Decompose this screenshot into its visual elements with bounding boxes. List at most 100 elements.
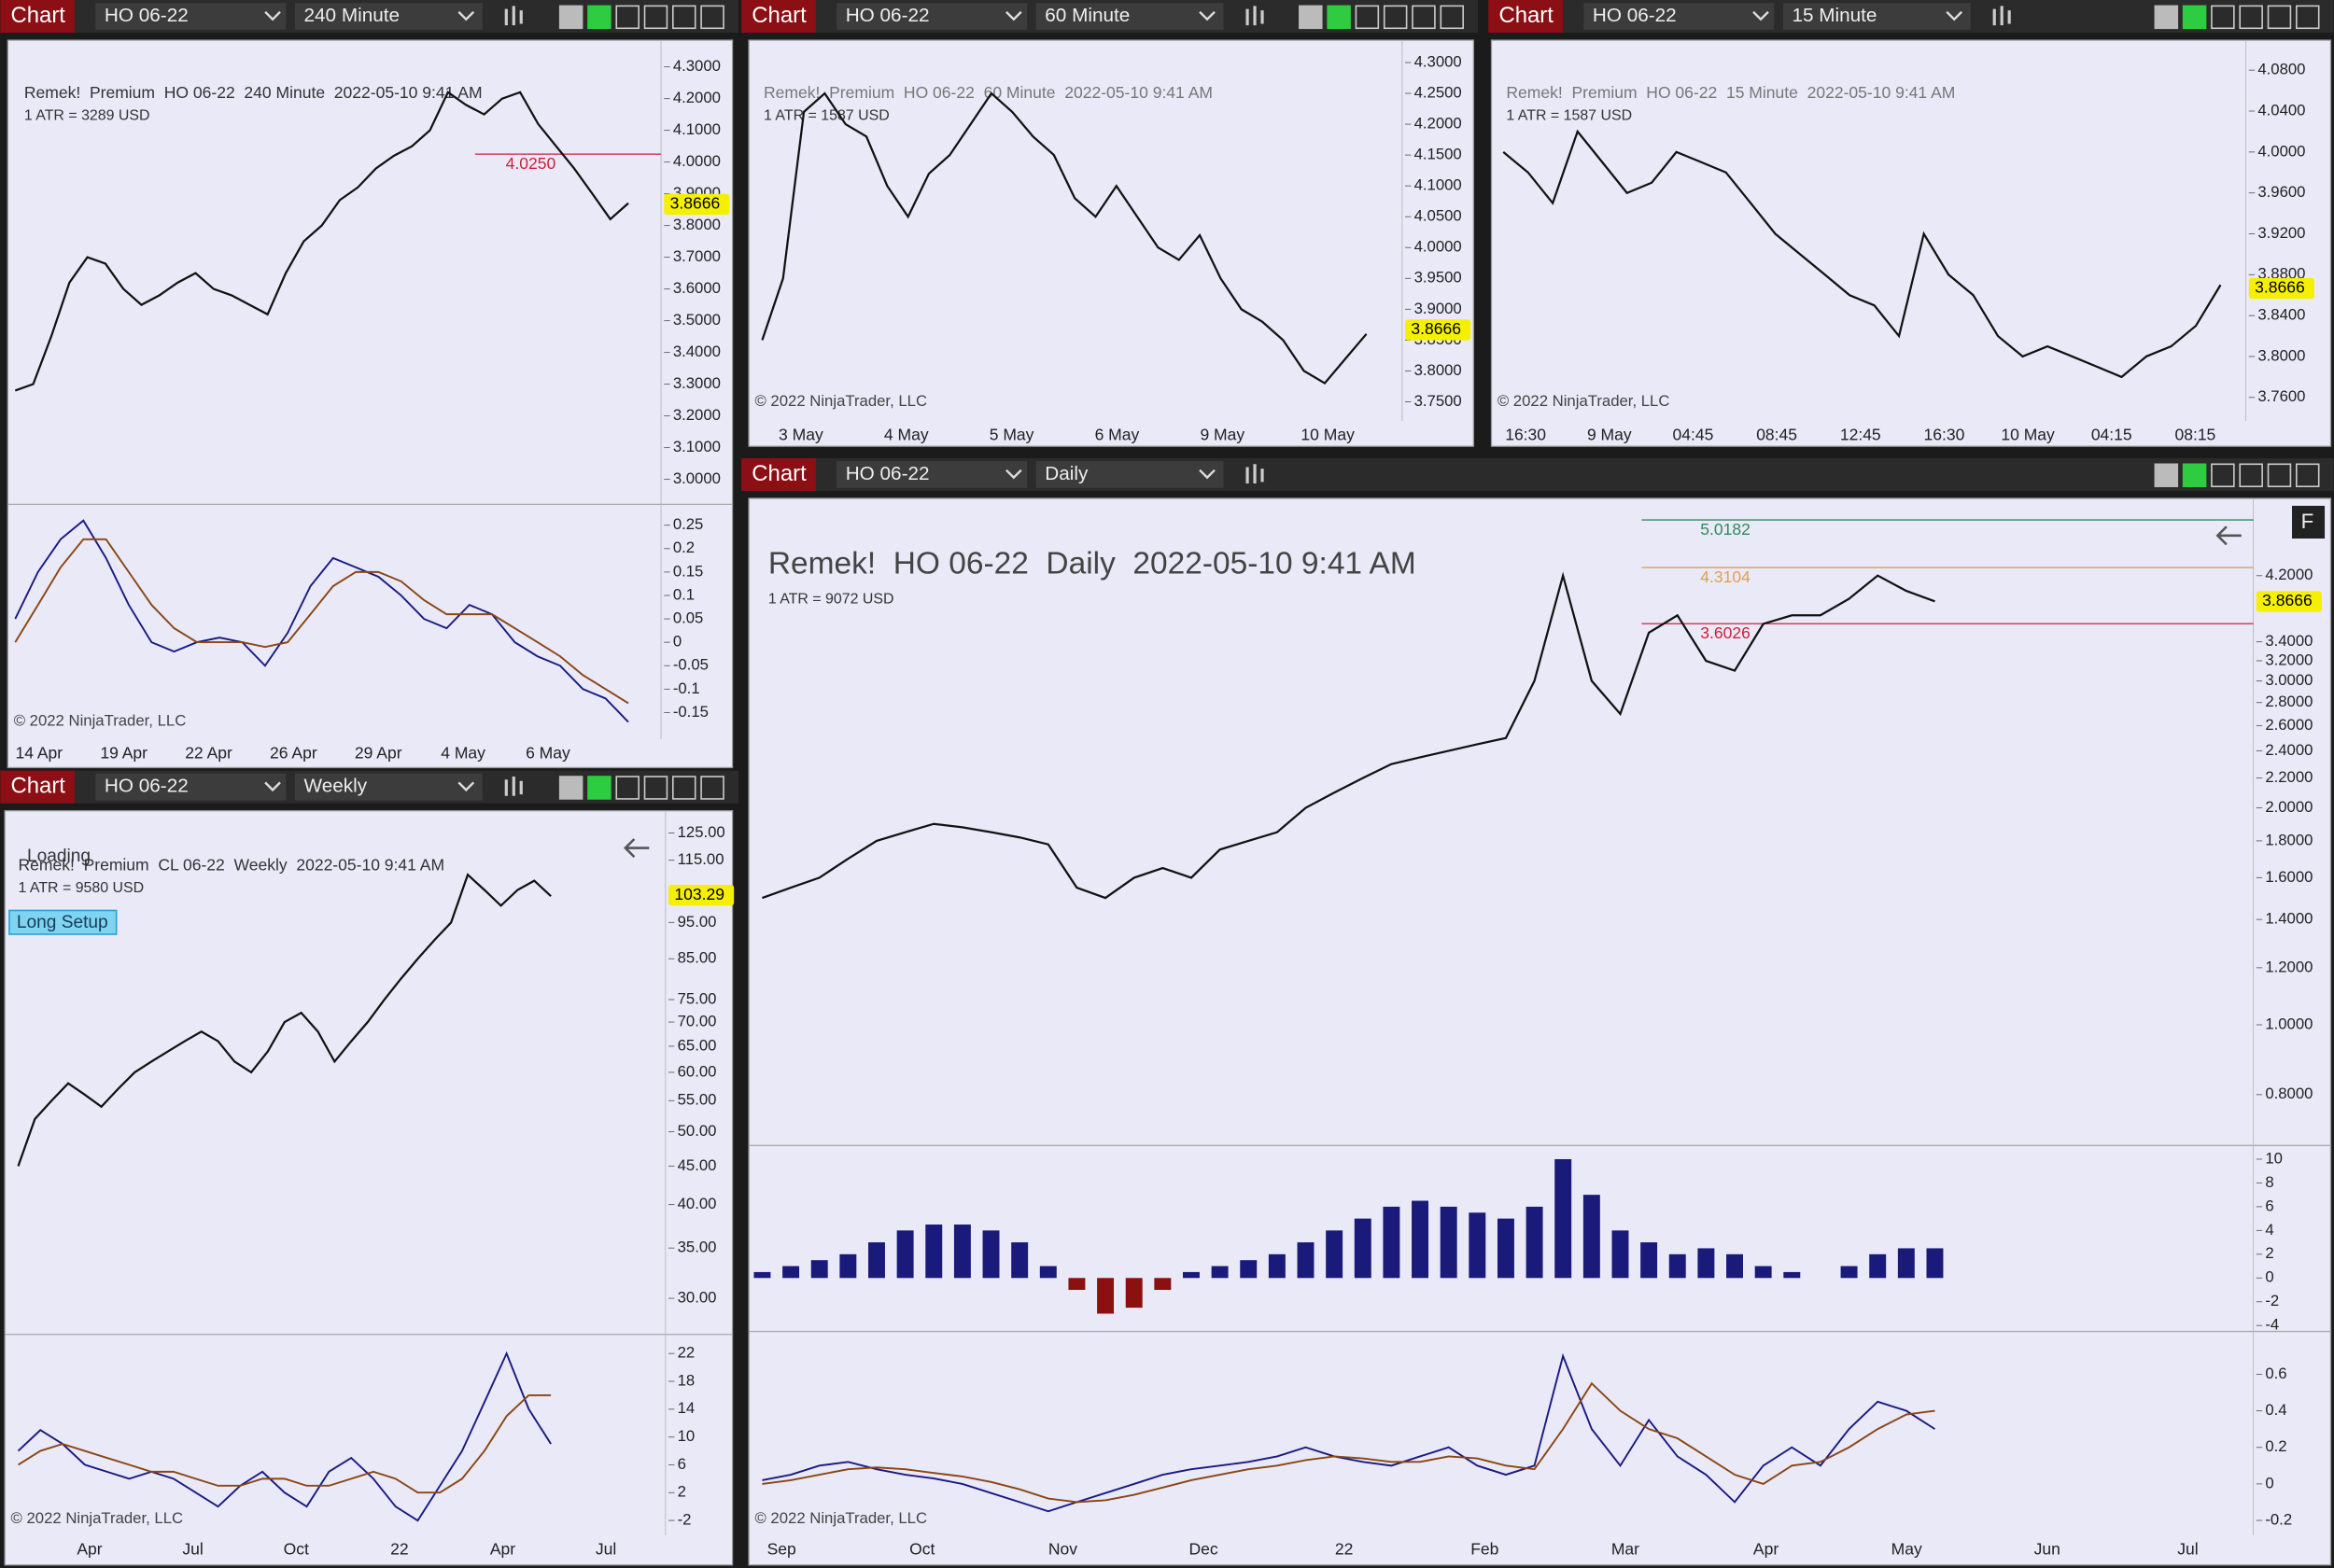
x-tick-label: 16:30 [1924, 426, 1965, 444]
close-button[interactable] [2295, 5, 2320, 30]
oscillator-line [762, 1381, 1935, 1504]
hist-bar [753, 1271, 771, 1279]
hist-bar [868, 1242, 885, 1279]
y-tick-label: 2.6000 [2265, 716, 2313, 734]
hist-bar [1726, 1253, 1743, 1279]
y-tick-label: 4.2000 [673, 89, 721, 106]
interval-label: 240 Minute [304, 5, 401, 26]
x-tick-label: 5 May [990, 426, 1034, 444]
y-tick-label: 60.00 [678, 1062, 717, 1080]
close-button[interactable] [2295, 463, 2320, 488]
interval-dropdown[interactable] [294, 3, 483, 30]
y-tick-label: 3.1000 [673, 438, 721, 455]
price-marker [664, 193, 730, 216]
hist-bar [1554, 1158, 1572, 1279]
y-tick-label: 75.00 [678, 989, 717, 1007]
window-button[interactable] [2267, 463, 2292, 488]
chevron [457, 781, 475, 792]
setup-badge-label: Long Setup [17, 913, 108, 932]
y-tick-label: 3.9000 [1414, 300, 1462, 317]
hist-bar [1526, 1206, 1543, 1279]
window-button[interactable] [1327, 5, 1351, 30]
window-button[interactable] [2182, 463, 2207, 488]
y-tick-label: 0.6 [2265, 1365, 2286, 1382]
hist-bar [982, 1230, 1000, 1279]
y-tick-label: 1.2000 [2265, 958, 2313, 975]
y-tick-label: 2.8000 [2265, 693, 2313, 710]
back-arrow[interactable] [2215, 525, 2242, 546]
window-button[interactable] [2239, 463, 2263, 488]
window-button[interactable] [2239, 5, 2263, 30]
atr-label: 1 ATR = 3289 USD [24, 108, 150, 124]
f-button[interactable] [2292, 505, 2326, 539]
window-button[interactable] [558, 776, 584, 800]
close-button[interactable] [700, 5, 724, 30]
hist-bar [1125, 1278, 1143, 1309]
window-button[interactable] [2211, 5, 2235, 30]
interval-dropdown[interactable] [1782, 3, 1971, 30]
window-button[interactable] [643, 5, 668, 30]
y-tick-label: 0 [2265, 1268, 2273, 1286]
y-tick-label: 4.2500 [1414, 83, 1462, 101]
y-tick-label: 3.0000 [673, 469, 721, 487]
window-button[interactable] [643, 776, 668, 800]
price-marker [668, 884, 735, 906]
window-button[interactable] [558, 5, 584, 30]
window-button[interactable] [2267, 5, 2292, 30]
window-button[interactable] [587, 5, 612, 30]
back-arrow[interactable] [624, 838, 650, 859]
window-button[interactable] [1299, 5, 1323, 30]
instrument-dropdown[interactable] [95, 3, 287, 30]
y-tick-label: 0.25 [673, 515, 704, 533]
hist-bar [1211, 1266, 1229, 1279]
instrument-dropdown[interactable] [837, 461, 1028, 488]
y-tick-label: 115.00 [678, 850, 724, 868]
window-button[interactable] [587, 776, 612, 800]
y-tick-label: 4.2000 [2265, 566, 2313, 583]
y-tick-label: 3.8000 [1414, 361, 1462, 379]
hist-bar [1697, 1248, 1715, 1279]
hist-bar [1268, 1253, 1286, 1279]
chart-frame [7, 39, 734, 769]
window-button[interactable] [615, 5, 640, 30]
window-button[interactable] [2154, 5, 2179, 30]
y-tick-label: 4 [2265, 1221, 2273, 1239]
window-button[interactable] [672, 5, 696, 30]
y-tick-label: 4.0800 [2257, 61, 2305, 78]
y-tick-label: 3.5000 [673, 311, 721, 329]
f-button-label: F [2301, 510, 2314, 533]
status-label: Loading [27, 847, 91, 866]
copyright: © 2022 NinjaTrader, LLC [14, 711, 187, 729]
hist-bar [1926, 1248, 1944, 1279]
close-button[interactable] [1440, 5, 1464, 30]
y-tick-label: 0.2 [673, 539, 695, 556]
y-tick-label: 10 [2265, 1149, 2283, 1167]
chart-title: Remek! Premium CL 06-22 Weekly 2022-05-1… [18, 855, 444, 874]
x-tick-label: 29 Apr [355, 744, 402, 763]
x-tick-label: Jun [2034, 1539, 2060, 1558]
y-tick-label: 3.0000 [2265, 671, 2313, 689]
instrument-dropdown[interactable] [837, 3, 1028, 30]
interval-dropdown[interactable] [1035, 461, 1224, 488]
oscillator-line [14, 538, 629, 705]
instrument-dropdown[interactable] [1583, 3, 1775, 30]
interval-dropdown[interactable] [1035, 3, 1224, 30]
window-button[interactable] [2211, 463, 2235, 488]
x-tick-label: 04:15 [2091, 426, 2132, 444]
window-button[interactable] [672, 776, 696, 800]
chart-tab-label: Chart [752, 3, 807, 28]
copyright: © 2022 NinjaTrader, LLC [1497, 392, 1670, 410]
window-button[interactable] [615, 776, 640, 800]
window-button[interactable] [1412, 5, 1436, 30]
window-button[interactable] [1355, 5, 1380, 30]
y-tick-label: 4.0000 [673, 152, 721, 170]
hist-bar [1354, 1218, 1371, 1279]
x-tick-label: May [1891, 1539, 1922, 1558]
instrument-dropdown[interactable] [95, 773, 287, 801]
close-button[interactable] [700, 776, 724, 800]
interval-dropdown[interactable] [294, 773, 483, 801]
window-button[interactable] [2182, 5, 2207, 30]
window-button[interactable] [2154, 463, 2179, 488]
window-button[interactable] [1383, 5, 1408, 30]
x-tick-label: 14 Apr [15, 744, 63, 763]
